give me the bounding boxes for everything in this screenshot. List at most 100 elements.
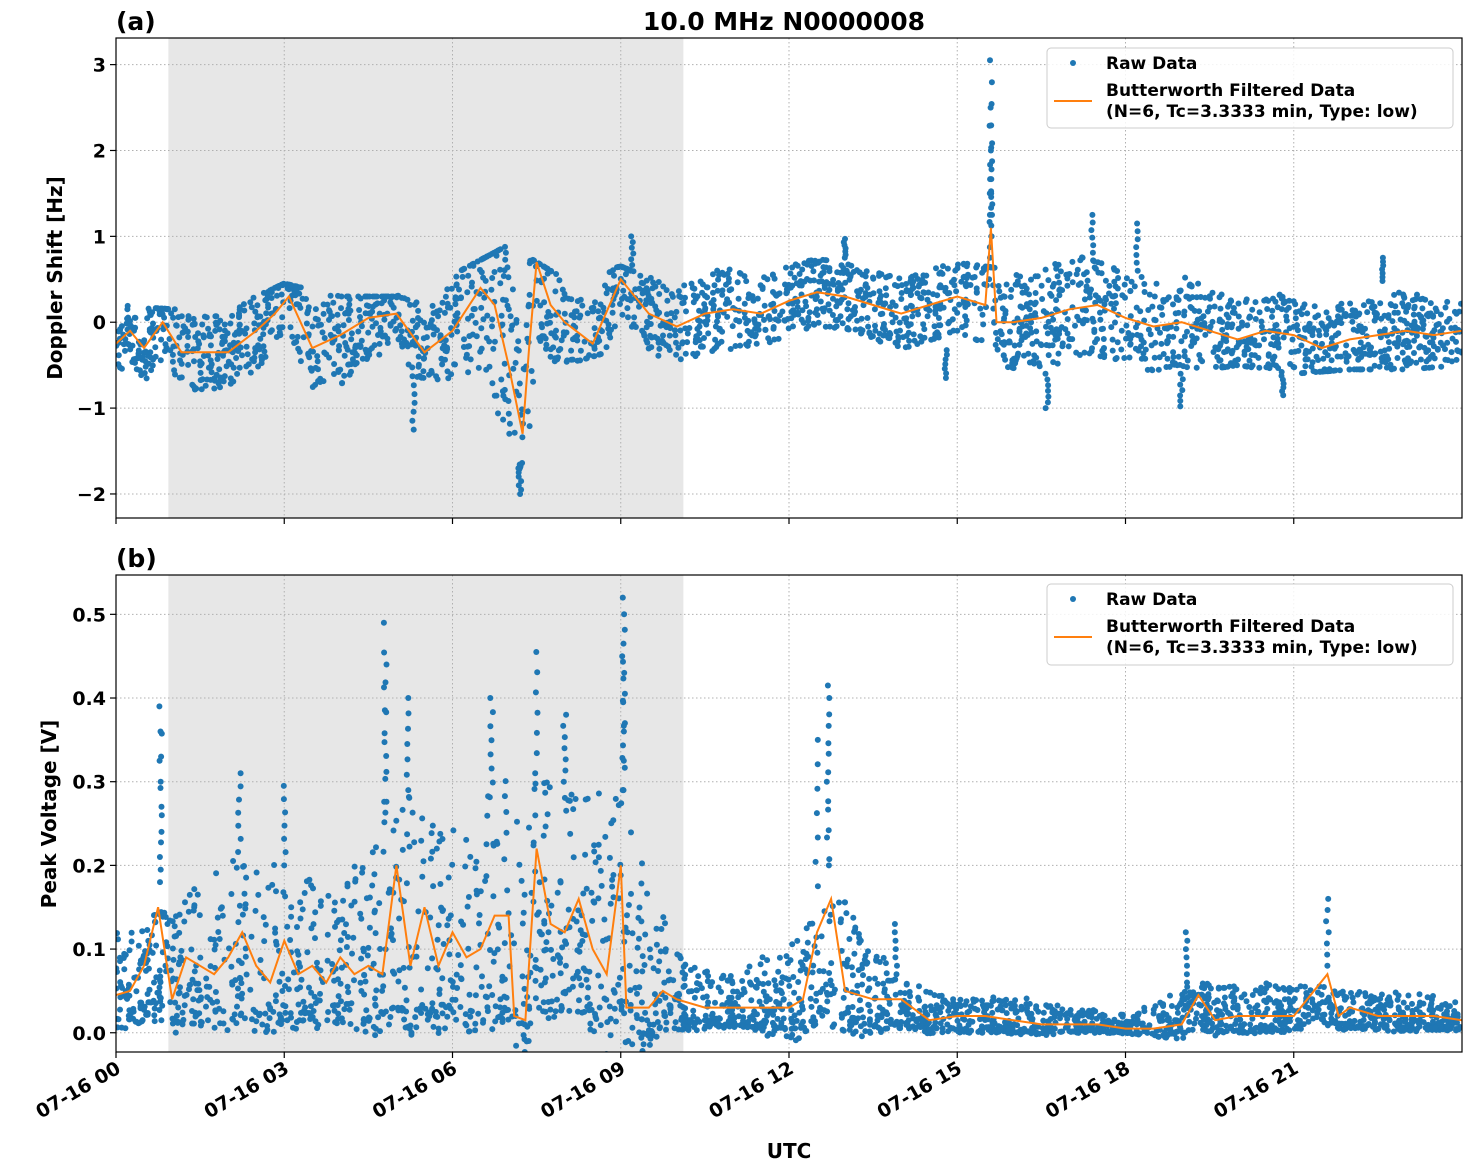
raw-point [805,317,812,324]
raw-point [196,912,203,919]
raw-point [123,994,130,1001]
raw-point [591,848,598,855]
raw-point [1079,254,1086,261]
raw-point [1109,293,1116,300]
raw-point [368,345,375,352]
raw-point [679,1026,686,1033]
raw-point [552,355,559,362]
raw-point [518,1061,524,1067]
raw-point [191,358,197,365]
raw-point [346,1006,353,1013]
raw-point [1089,249,1096,256]
legend-a: Raw Data Butterworth Filtered Data (N=6,… [1046,47,1454,129]
raw-point [343,921,349,928]
raw-point [1305,1018,1312,1025]
raw-point [463,351,470,358]
raw-point [279,988,286,994]
raw-point [1283,307,1290,313]
raw-point [876,288,883,295]
raw-point [844,963,850,970]
raw-point [326,307,332,314]
raw-point [845,300,852,307]
raw-point [520,1000,527,1007]
raw-point [988,122,995,129]
raw-point [324,931,331,938]
raw-point [1458,300,1462,307]
raw-point [1097,309,1103,316]
raw-point [923,988,930,995]
raw-point [594,339,601,345]
raw-point [1413,1006,1420,1013]
raw-point [672,332,679,339]
raw-point [874,1017,881,1024]
raw-point [1090,257,1097,264]
raw-point [710,271,716,278]
raw-point [491,269,498,275]
raw-point [852,308,858,315]
raw-point [1256,364,1263,371]
raw-point [597,1022,604,1029]
raw-point [176,374,183,381]
raw-point [627,1007,634,1014]
raw-point [1138,274,1145,280]
raw-point [609,883,616,890]
raw-point [676,952,683,959]
raw-point [288,282,294,289]
raw-point [580,890,587,897]
raw-point [710,302,717,309]
raw-point [335,347,342,354]
raw-point [662,994,669,1001]
raw-point [506,430,513,437]
raw-point [761,274,768,281]
raw-point [729,323,736,330]
raw-point [481,254,488,261]
raw-point [336,947,343,954]
raw-point [1112,319,1118,326]
raw-point [503,809,510,815]
y-tick-label: 0.5 [72,604,106,626]
raw-point [701,301,708,308]
raw-point [434,936,441,943]
raw-point [1334,353,1341,360]
raw-point [1388,302,1395,309]
raw-point [439,345,446,352]
raw-point [1271,353,1278,360]
raw-point [694,980,700,987]
raw-point [1444,298,1451,305]
raw-point [882,1025,889,1032]
raw-point [582,851,589,858]
raw-point [127,346,134,353]
raw-point [331,1007,338,1014]
raw-point [1246,357,1253,364]
raw-point [583,355,590,362]
raw-point [810,962,817,969]
raw-point [248,304,255,311]
raw-point [1419,305,1426,312]
raw-point [1177,370,1184,377]
raw-point [505,1016,512,1023]
raw-point [262,1010,269,1017]
raw-point [799,266,806,273]
raw-point [556,954,563,961]
raw-point [518,877,525,884]
raw-point [381,316,388,323]
raw-point [1269,313,1275,320]
raw-point [463,836,470,843]
raw-point [157,995,164,1001]
raw-point [421,355,428,362]
raw-point [1430,993,1436,999]
raw-point [1265,352,1272,359]
raw-point [409,809,416,816]
raw-point [514,818,520,825]
raw-point [956,301,963,308]
shaded-span [168,38,684,518]
raw-point [276,1011,283,1018]
raw-point [502,256,509,263]
raw-point [563,807,570,814]
raw-point [411,301,418,308]
legend-box [1046,47,1454,129]
raw-point [521,985,528,992]
raw-point [452,301,459,308]
raw-point [896,319,903,326]
raw-point [167,347,174,354]
